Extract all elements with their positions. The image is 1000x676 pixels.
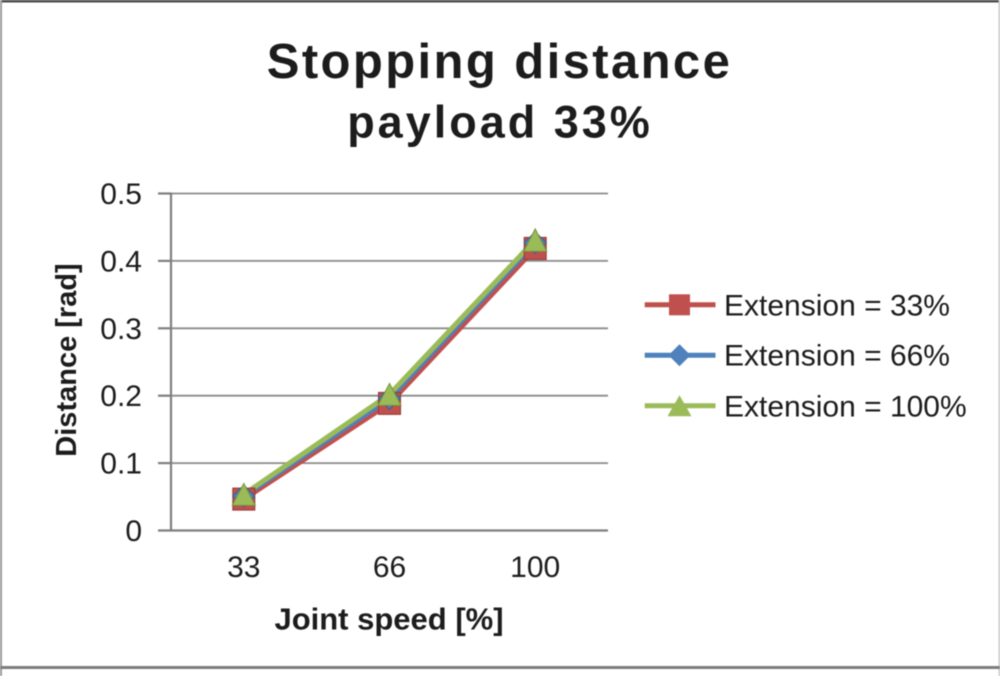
svg-text:100: 100	[510, 551, 560, 584]
svg-text:Joint speed [%]: Joint speed [%]	[274, 602, 503, 637]
svg-text:0.3: 0.3	[100, 313, 142, 346]
svg-text:Extension = 33%: Extension = 33%	[724, 289, 950, 322]
svg-text:66: 66	[373, 551, 406, 584]
svg-text:0.5: 0.5	[100, 178, 142, 211]
svg-text:0.2: 0.2	[100, 380, 142, 413]
svg-text:payload 33%: payload 33%	[347, 97, 653, 148]
svg-text:Stopping distance: Stopping distance	[267, 35, 732, 89]
svg-text:Distance [rad]: Distance [rad]	[51, 263, 83, 456]
svg-text:0: 0	[125, 515, 142, 548]
svg-text:0.4: 0.4	[100, 245, 142, 278]
svg-text:Extension = 100%: Extension = 100%	[724, 390, 967, 423]
svg-text:33: 33	[227, 551, 260, 584]
svg-text:Extension = 66%: Extension = 66%	[724, 340, 950, 373]
svg-text:0.1: 0.1	[100, 448, 142, 481]
